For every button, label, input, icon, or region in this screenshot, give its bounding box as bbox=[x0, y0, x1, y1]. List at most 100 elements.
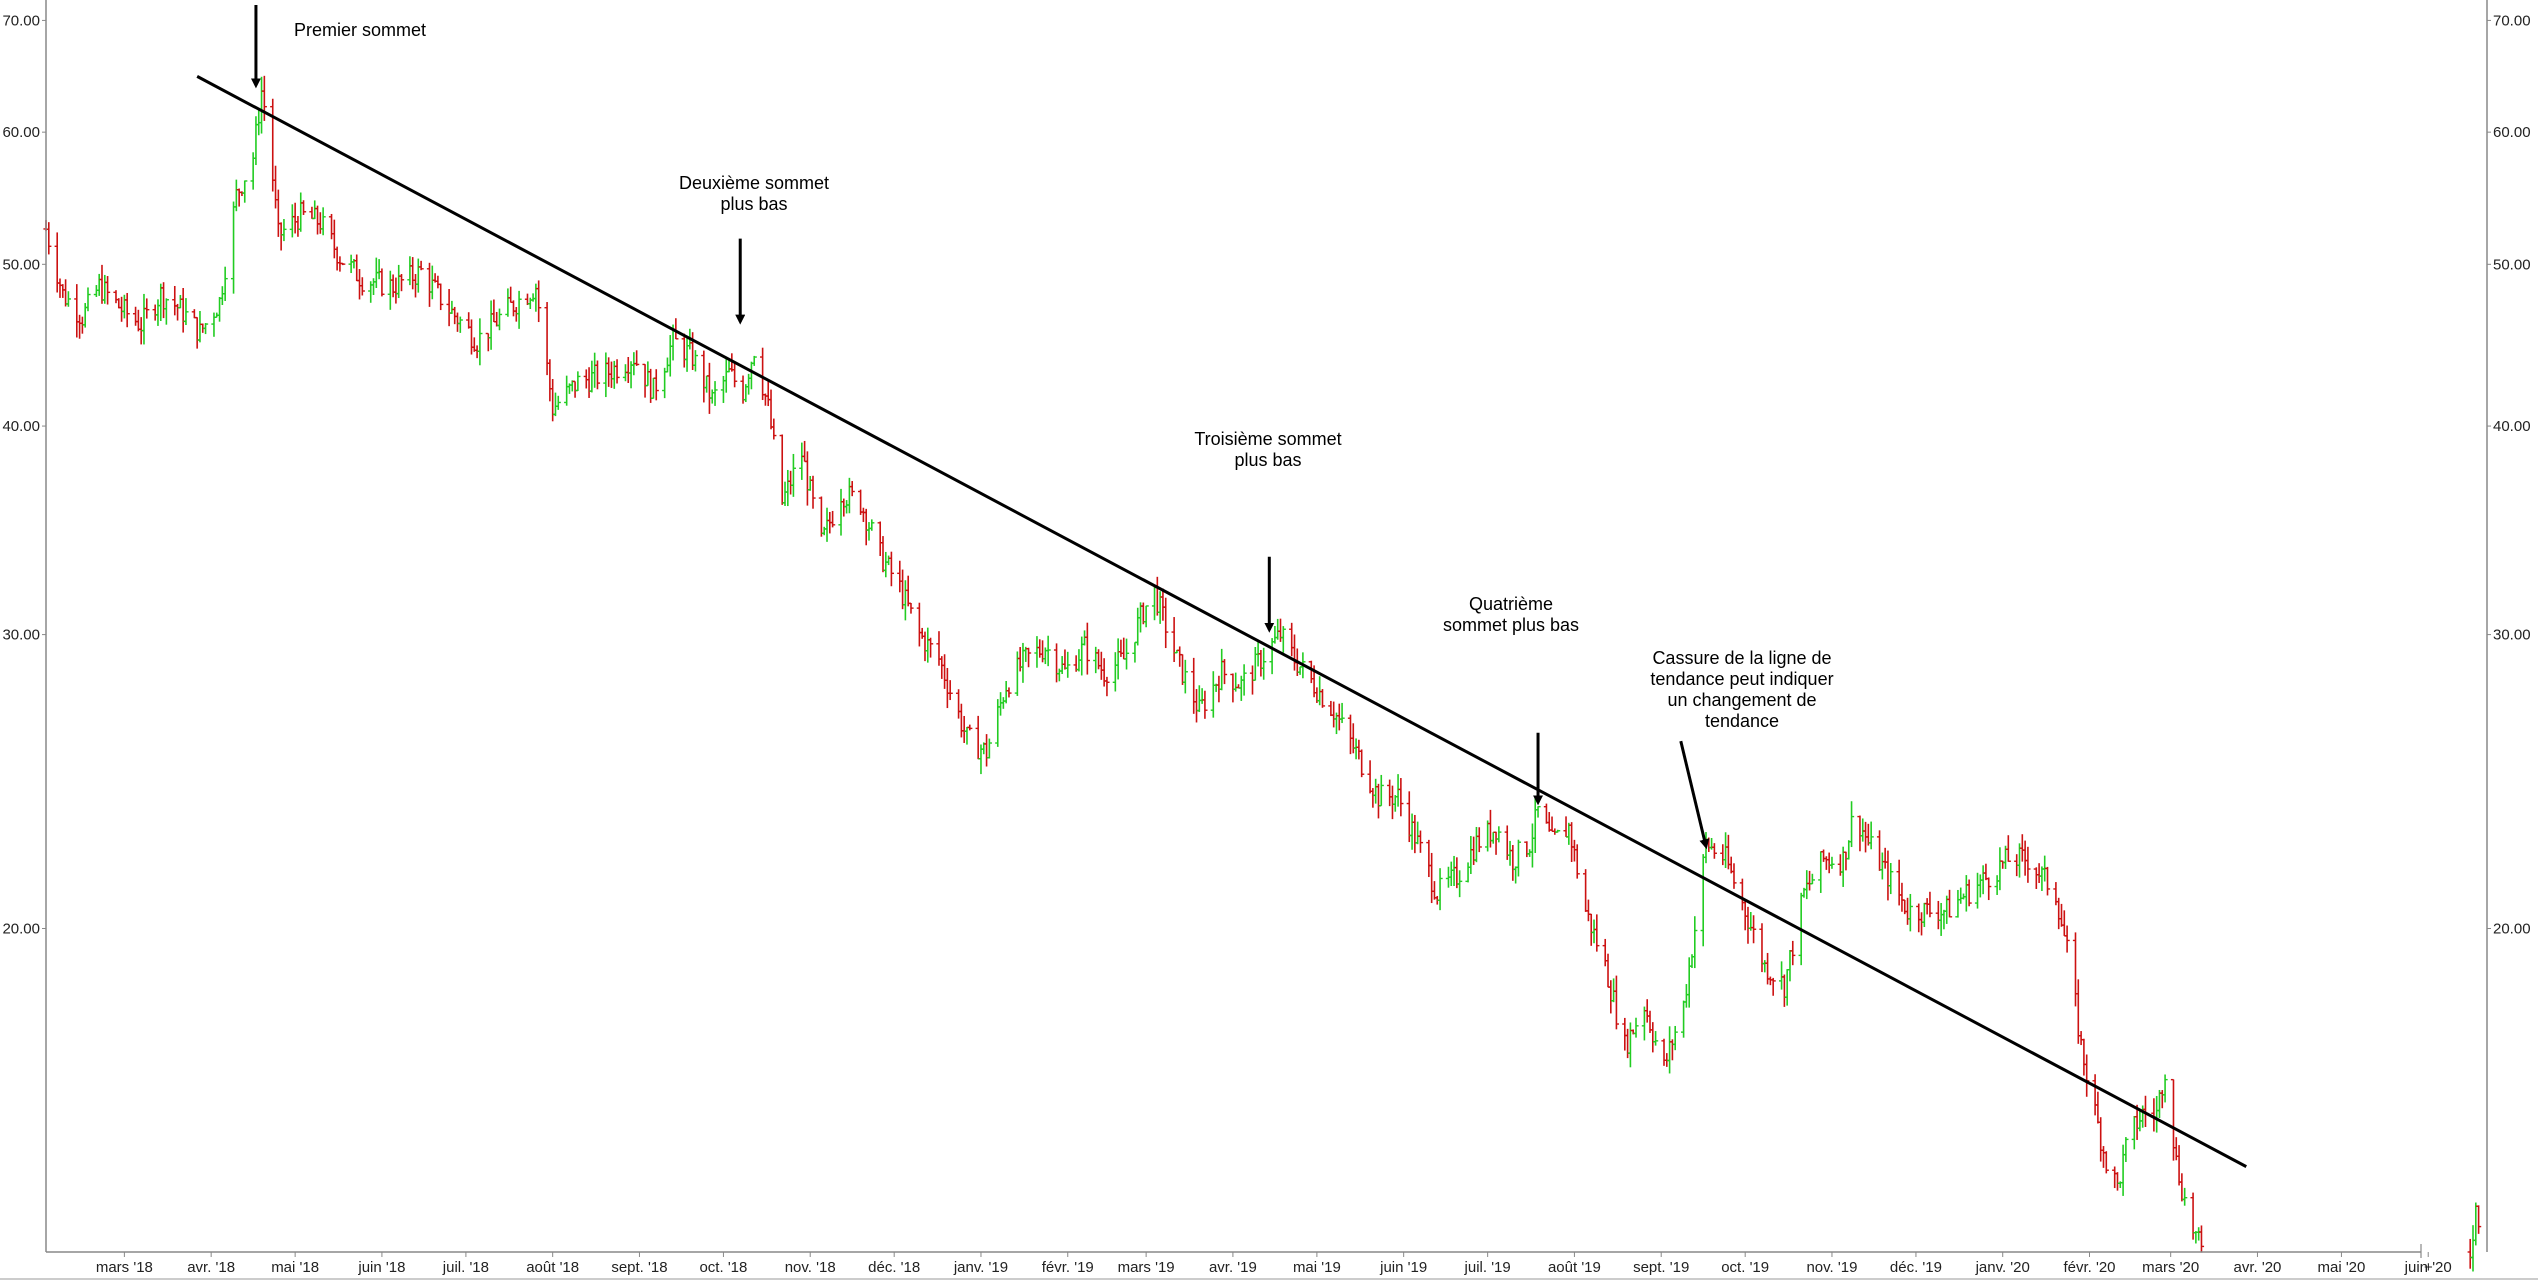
ohlc-bar bbox=[1876, 830, 1883, 871]
y-tick-label-left: 20.00 bbox=[2, 921, 40, 938]
ohlc-bar bbox=[1233, 672, 1239, 692]
ohlc-bar bbox=[1588, 913, 1594, 946]
ohlc-bar bbox=[194, 316, 200, 349]
ohlc-bar bbox=[328, 213, 335, 240]
ohlc-bar bbox=[564, 375, 570, 406]
ohlc-bar bbox=[1608, 980, 1614, 1014]
ohlc-bar bbox=[1818, 851, 1824, 893]
ohlc-bar bbox=[955, 689, 962, 719]
ohlc-bar bbox=[1317, 676, 1323, 706]
ohlc-bar bbox=[603, 352, 609, 398]
ohlc-bar bbox=[1546, 812, 1552, 832]
ohlc-bar bbox=[1476, 827, 1482, 853]
x-tick-label: mars '19 bbox=[1118, 1259, 1175, 1276]
ohlc-bar bbox=[1241, 664, 1247, 696]
ohlc-bar bbox=[1191, 657, 1197, 714]
ohlc-bar bbox=[1375, 783, 1382, 819]
ohlc-bar bbox=[936, 631, 942, 666]
ohlc-bar bbox=[160, 282, 167, 319]
ohlc-bar bbox=[723, 358, 729, 393]
ohlc-bar bbox=[354, 254, 360, 282]
x-tick-label: juin '18 bbox=[357, 1259, 405, 1276]
ohlc-bar bbox=[1986, 877, 1992, 901]
ohlc-bar bbox=[429, 265, 435, 300]
ohlc-bar bbox=[1720, 844, 1726, 866]
ohlc-bar bbox=[2112, 1166, 2118, 1189]
ohlc-bar bbox=[60, 284, 66, 298]
ohlc-bar bbox=[183, 298, 189, 326]
ohlc-bar bbox=[508, 286, 514, 303]
ohlc-bar bbox=[608, 361, 615, 388]
ohlc-bar bbox=[1412, 814, 1418, 854]
ohlc-bar bbox=[1367, 760, 1373, 794]
ohlc-bar bbox=[1059, 656, 1065, 674]
annotation-arrow bbox=[1679, 740, 1710, 850]
ohlc-bar bbox=[135, 309, 141, 332]
ohlc-bar bbox=[2176, 1145, 2182, 1186]
ohlc-bar bbox=[494, 311, 500, 327]
ohlc-bar bbox=[155, 299, 161, 326]
ohlc-bar bbox=[1104, 676, 1110, 697]
ohlc-bar bbox=[1885, 850, 1891, 901]
ohlc-bar bbox=[1784, 969, 1790, 1006]
ohlc-bar bbox=[387, 270, 393, 310]
x-tick-label: sept. '19 bbox=[1633, 1259, 1689, 1276]
ohlc-bar bbox=[1395, 774, 1401, 807]
ohlc-bar bbox=[1524, 841, 1530, 858]
ohlc-bar bbox=[1731, 863, 1737, 889]
ohlc-bar bbox=[1448, 861, 1454, 887]
ohlc-bar bbox=[1700, 854, 1706, 947]
ohlc-bar bbox=[1426, 839, 1432, 878]
ohlc-bar bbox=[1154, 576, 1160, 616]
ohlc-bar bbox=[1667, 1026, 1673, 1074]
ohlc-bar bbox=[1868, 821, 1874, 850]
ohlc-bar bbox=[1280, 626, 1286, 653]
ohlc-bar bbox=[1543, 803, 1550, 824]
ohlc-bar bbox=[2170, 1078, 2177, 1161]
ohlc-bar bbox=[1820, 849, 1827, 862]
ohlc-bar bbox=[1084, 622, 1090, 675]
ohlc-bar bbox=[1924, 898, 1930, 915]
ohlc-bar bbox=[790, 453, 797, 497]
ohlc-bar bbox=[1359, 749, 1365, 778]
ohlc-bar bbox=[121, 294, 127, 319]
ohlc-bar bbox=[1686, 957, 1692, 1008]
ohlc-bar bbox=[1843, 851, 1849, 871]
ohlc-bar bbox=[1496, 826, 1502, 843]
ohlc-bar bbox=[1529, 823, 1536, 868]
ohlc-bar bbox=[1387, 779, 1393, 807]
ohlc-bar bbox=[1888, 862, 1894, 895]
ohlc-bar bbox=[922, 631, 928, 662]
ohlc-bar bbox=[222, 266, 228, 302]
ohlc-bar bbox=[768, 389, 774, 430]
ohlc-bar bbox=[1644, 999, 1650, 1023]
ohlc-bar bbox=[1739, 878, 1745, 911]
ohlc-bar bbox=[1123, 638, 1130, 670]
ohlc-bar bbox=[177, 294, 183, 309]
ohlc-bar bbox=[2123, 1137, 2129, 1162]
ohlc-bar bbox=[1711, 843, 1717, 859]
ohlc-bar bbox=[1857, 815, 1863, 852]
ohlc-bar bbox=[65, 291, 71, 307]
ohlc-bar bbox=[961, 715, 967, 743]
ohlc-bar bbox=[2098, 1117, 2104, 1162]
ohlc-bar bbox=[452, 306, 458, 325]
ohlc-bar bbox=[1574, 844, 1580, 879]
ohlc-bar bbox=[1963, 875, 1969, 912]
y-tick-label-right: 20.00 bbox=[2493, 921, 2531, 938]
ohlc-bar bbox=[1770, 977, 1776, 996]
ohlc-bar bbox=[897, 560, 903, 593]
x-tick-label: mai '18 bbox=[271, 1259, 319, 1276]
ohlc-bar bbox=[272, 165, 279, 209]
y-tick-label-right: 70.00 bbox=[2493, 12, 2531, 29]
ohlc-bar bbox=[96, 273, 102, 296]
ohlc-bar bbox=[1549, 816, 1555, 833]
ohlc-bar bbox=[1493, 831, 1499, 855]
ohlc-bar bbox=[1860, 818, 1866, 842]
x-tick-label: avr. '19 bbox=[1209, 1259, 1257, 1276]
ohlc-bar bbox=[1977, 874, 1983, 898]
ohlc-bar bbox=[1487, 809, 1494, 848]
ohlc-bar bbox=[1135, 607, 1141, 646]
ohlc-bar bbox=[706, 362, 713, 414]
